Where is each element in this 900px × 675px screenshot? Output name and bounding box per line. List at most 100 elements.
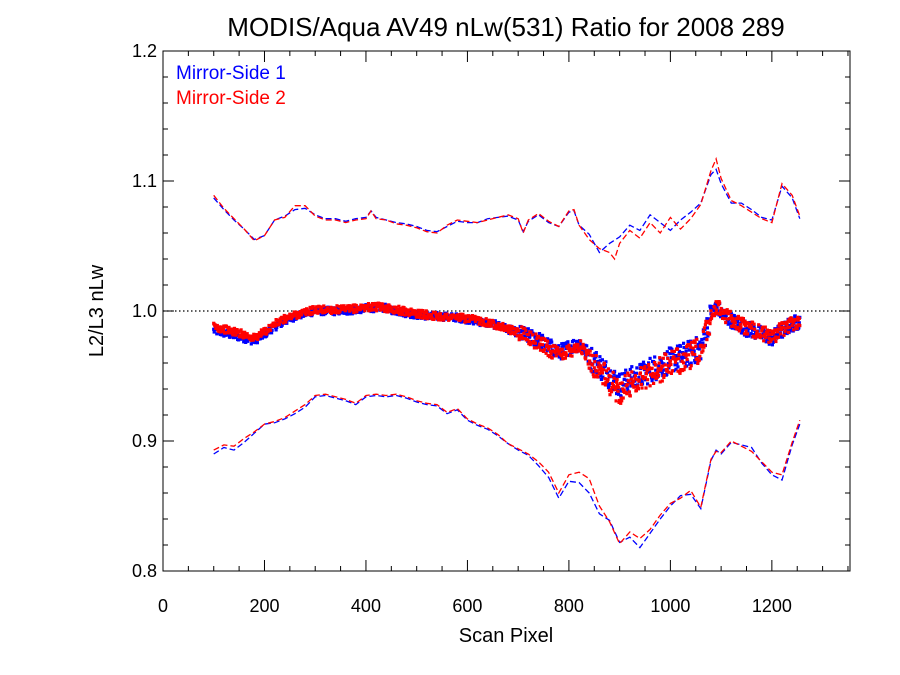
ratio-point	[649, 373, 653, 377]
ratio-point	[732, 314, 736, 318]
ratio-point	[682, 368, 686, 372]
ratio-point	[676, 365, 680, 369]
ratio-point	[627, 390, 631, 394]
ratio-point	[715, 308, 719, 312]
ratio-point	[537, 332, 542, 336]
ratio-point	[433, 310, 438, 315]
ratio-point	[522, 331, 526, 335]
ratio-point	[788, 323, 792, 328]
ratio-point	[793, 317, 797, 322]
ratio-point	[249, 338, 253, 342]
x-tick-label: 1000	[650, 596, 690, 616]
ratio-point	[663, 363, 667, 367]
ratio-point	[499, 323, 503, 327]
x-axis-label: Scan Pixel	[459, 625, 554, 647]
ratio-point	[682, 341, 686, 345]
y-tick-label: 0.9	[132, 431, 157, 451]
ratio-point	[403, 313, 407, 317]
ratio-point	[465, 319, 469, 323]
ratio-point	[613, 388, 617, 392]
ratio-point	[255, 341, 259, 345]
x-tick-label: 0	[158, 596, 168, 616]
ratio-point	[761, 325, 765, 329]
ratio-point	[328, 307, 332, 312]
ratio-point	[684, 354, 688, 358]
ratio-point	[567, 343, 571, 347]
ratio-point	[241, 331, 245, 335]
ratio-point	[752, 333, 756, 337]
ratio-point	[755, 329, 759, 333]
ratio-point	[547, 347, 551, 351]
ratio-point	[296, 311, 300, 315]
ratio-point	[359, 311, 363, 315]
ratio-point	[324, 309, 328, 313]
ratio-point	[715, 303, 719, 307]
ratio-point	[635, 378, 639, 382]
ratio-point	[626, 388, 630, 392]
ratio-point	[407, 308, 411, 312]
ratio-point	[615, 377, 619, 382]
ratio-point	[703, 328, 707, 332]
ratio-point	[389, 306, 393, 310]
ratio-point	[772, 337, 776, 341]
ratio-point	[244, 340, 248, 344]
ratio-point	[530, 333, 534, 337]
ratio-point	[501, 321, 505, 326]
ratio-point	[222, 334, 226, 338]
ratio-point	[738, 322, 742, 326]
ratio-point	[540, 336, 544, 340]
ratio-point	[505, 324, 509, 328]
ratio-point	[459, 317, 463, 321]
ratio-point	[344, 309, 348, 313]
ratio-point	[583, 346, 587, 350]
ratio-point	[610, 381, 615, 386]
ratio-point	[221, 326, 225, 330]
ratio-point	[669, 362, 673, 367]
ratio-point	[670, 369, 674, 373]
ratio-point	[571, 338, 576, 343]
ratio-point	[776, 335, 781, 339]
ratio-point	[791, 321, 795, 325]
ratio-point	[342, 304, 346, 308]
ratio-point	[686, 359, 690, 363]
ratio-point	[723, 317, 727, 321]
ratio-point	[237, 338, 241, 342]
ratio-point	[582, 351, 586, 355]
legend: Mirror-Side 1 Mirror-Side 2	[176, 63, 286, 109]
ratio-point	[766, 333, 770, 337]
ratio-point	[677, 353, 681, 357]
ratio-point	[630, 370, 634, 374]
ratio-point	[779, 324, 784, 328]
ratio-point	[576, 342, 580, 347]
ratio-point	[588, 349, 592, 353]
ratio-point	[600, 358, 604, 362]
ratio-point	[581, 342, 585, 346]
ratio-point	[549, 349, 553, 353]
ratio-point	[541, 349, 546, 353]
ratio-point	[596, 375, 600, 379]
ratio-point	[575, 345, 579, 349]
ratio-point	[691, 352, 695, 356]
ratio-point	[307, 310, 311, 314]
ratio-point	[528, 335, 532, 339]
ratio-point	[219, 325, 223, 329]
ratio-point	[484, 317, 488, 321]
ratio-point	[683, 365, 687, 369]
ratio-point	[526, 327, 530, 331]
ratio-point	[702, 345, 706, 349]
ratio-point	[674, 357, 678, 362]
ratio-point	[632, 385, 636, 389]
ratio-point	[594, 351, 598, 355]
ratio-point	[487, 318, 491, 322]
ratio-point	[616, 383, 620, 387]
ratio-point	[449, 313, 453, 317]
ratio-point	[596, 365, 600, 369]
ratio-point	[742, 332, 747, 336]
ratio-point	[611, 370, 615, 374]
ratio-point	[527, 339, 531, 343]
ratio-point	[442, 316, 446, 320]
ratio-point	[648, 356, 652, 360]
ratio-point	[304, 313, 308, 317]
ratio-point	[566, 340, 570, 344]
ratio-point	[724, 313, 728, 317]
